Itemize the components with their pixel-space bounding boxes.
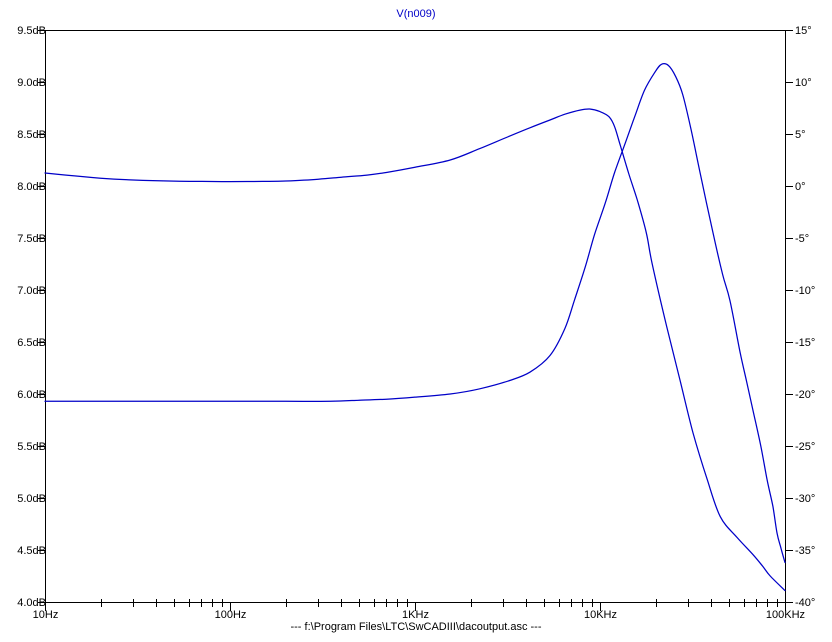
left-axis-tick-label[interactable]: 4.5dB <box>17 545 46 557</box>
right-axis-tick-label[interactable]: -25° <box>795 441 815 453</box>
x-axis-tick-label[interactable]: 10Hz <box>33 609 59 621</box>
left-axis-tick-label[interactable]: 8.5dB <box>17 129 46 141</box>
left-axis-tick-label[interactable]: 6.5dB <box>17 337 46 349</box>
plot-frame <box>45 30 786 603</box>
right-axis-tick-label[interactable]: 15° <box>795 25 812 37</box>
right-axis-tick-label[interactable]: 0° <box>795 181 806 193</box>
left-axis-tick-label[interactable]: 7.0dB <box>17 285 46 297</box>
status-bar-file-path: --- f:\Program Files\LTC\SwCADIII\dacout… <box>290 621 542 633</box>
x-axis-tick-label[interactable]: 100Hz <box>215 609 247 621</box>
x-axis-tick-label[interactable]: 10KHz <box>584 609 617 621</box>
x-axis-tick-label[interactable]: 100KHz <box>766 609 805 621</box>
right-axis-tick-label[interactable]: -30° <box>795 493 815 505</box>
plot-title[interactable]: V(n009) <box>396 8 436 20</box>
axis-labels: 9.5dB 9.0dB 8.5dB 8.0dB 7.5dB 7.0dB 6.5dB 6.0dB… <box>17 25 815 621</box>
left-axis-tick-label[interactable]: 9.0dB <box>17 77 46 89</box>
right-axis-tick-label[interactable]: -20° <box>795 389 815 401</box>
right-axis-tick-label[interactable]: 5° <box>795 129 806 141</box>
right-axis-tick-label[interactable]: -15° <box>795 337 815 349</box>
phase-trace[interactable] <box>44 108 786 592</box>
right-axis-tick-label[interactable]: -5° <box>795 233 809 245</box>
left-axis-tick-label[interactable]: 5.0dB <box>17 493 46 505</box>
x-axis-tick-label[interactable]: 1KHz <box>402 609 429 621</box>
left-axis-tick-label[interactable]: 7.5dB <box>17 233 46 245</box>
traces <box>44 63 786 592</box>
left-axis-tick-label[interactable]: 9.5dB <box>17 25 46 37</box>
right-axis-tick-label[interactable]: -40° <box>795 597 815 609</box>
left-axis-tick-label[interactable]: 8.0dB <box>17 181 46 193</box>
magnitude-trace[interactable] <box>44 63 786 564</box>
left-axis-tick-label[interactable]: 4.0dB <box>17 597 46 609</box>
left-axis-tick-label[interactable]: 5.5dB <box>17 441 46 453</box>
right-axis-tick-label[interactable]: 10° <box>795 77 812 89</box>
axes <box>38 30 793 611</box>
right-axis-tick-label[interactable]: -35° <box>795 545 815 557</box>
right-axis-tick-label[interactable]: -10° <box>795 285 815 297</box>
left-axis-tick-label[interactable]: 6.0dB <box>17 389 46 401</box>
